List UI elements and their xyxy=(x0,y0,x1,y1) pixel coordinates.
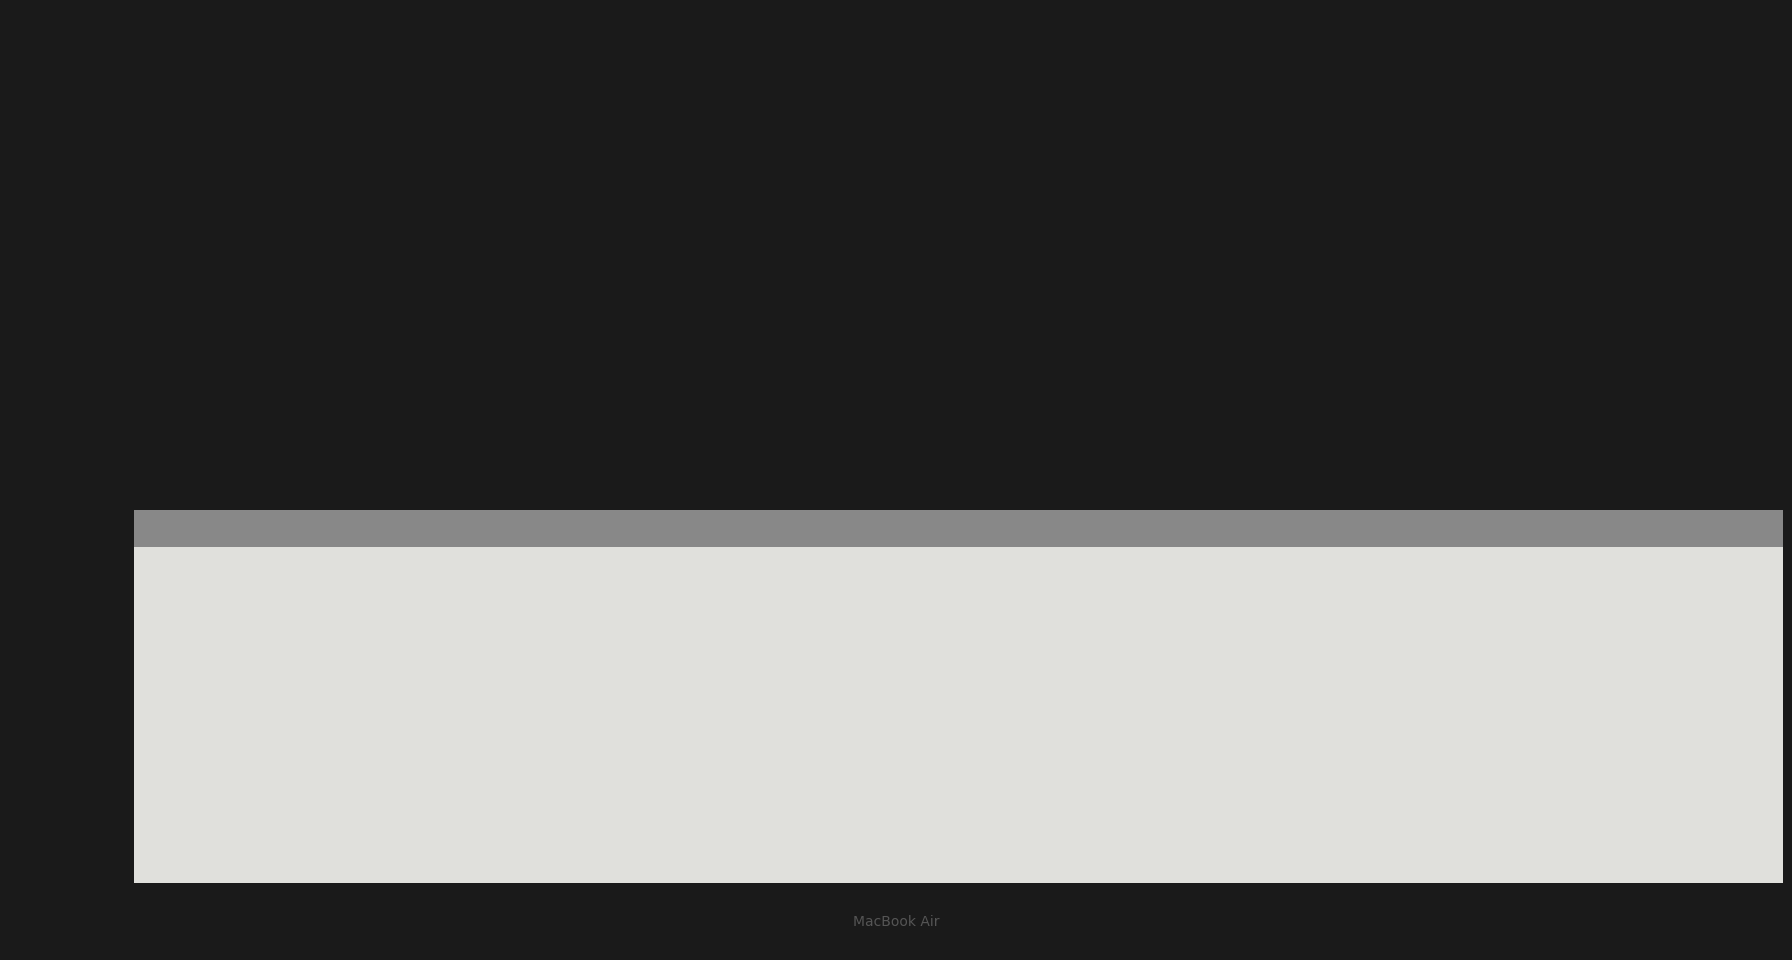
Text: HBr: HBr xyxy=(1251,327,1294,348)
Text: 5.  How many of the following contain at least 1 non-polar covalent bond?: 5. How many of the following contain at … xyxy=(391,92,1204,110)
Text: NF$_{3}$: NF$_{3}$ xyxy=(864,194,905,218)
Bar xyxy=(134,547,1783,883)
Text: C$_{2}$H$_{2}$: C$_{2}$H$_{2}$ xyxy=(858,325,910,349)
Text: Br$_{2}$: Br$_{2}$ xyxy=(659,194,697,218)
Text: CO$_{2}$: CO$_{2}$ xyxy=(468,325,511,349)
Text: C$_{2}$H$_{6}$: C$_{2}$H$_{6}$ xyxy=(652,325,706,349)
Text: NaI: NaI xyxy=(1253,196,1292,216)
Text: ·: · xyxy=(1161,327,1168,348)
Text: O$_{2}$: O$_{2}$ xyxy=(1068,194,1097,218)
Text: MgCl$_{2}$: MgCl$_{2}$ xyxy=(455,194,523,218)
Text: 1: 1 xyxy=(878,433,891,451)
Text: MacBook Air: MacBook Air xyxy=(853,915,939,928)
Text: LiCl: LiCl xyxy=(1061,327,1104,348)
Bar xyxy=(134,510,1783,547)
Text: I: I xyxy=(882,470,887,484)
